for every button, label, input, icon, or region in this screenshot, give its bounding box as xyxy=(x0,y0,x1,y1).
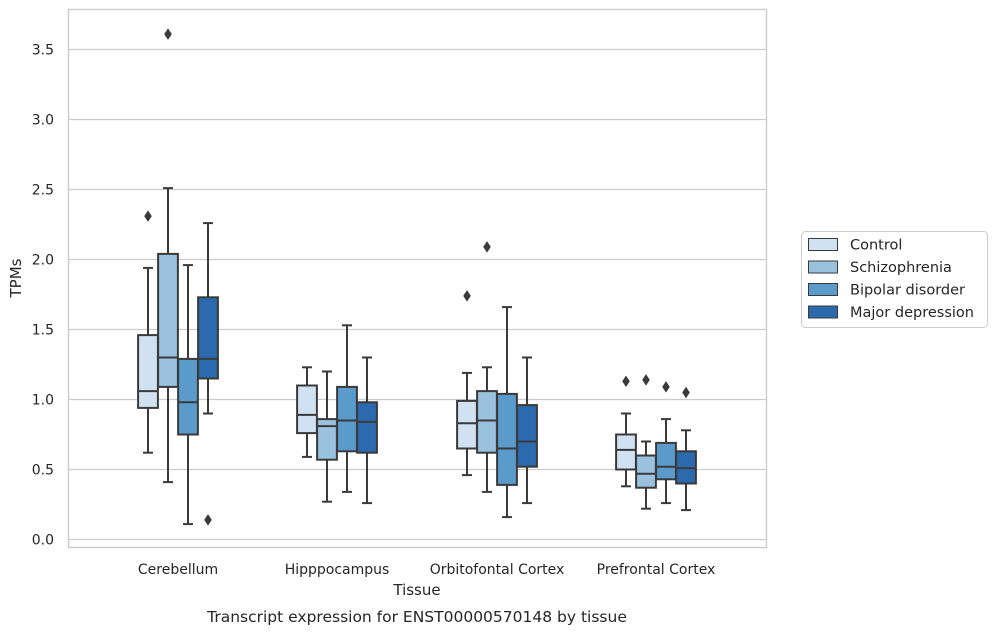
y-tick-label: 0.0 xyxy=(32,533,54,549)
outlier-marker xyxy=(483,241,491,253)
box-prefrontal-cortex xyxy=(615,375,637,488)
x-axis-ticks: Cerebellum Hipppocampus Orbitofontal Corte… xyxy=(138,562,715,578)
box-iqr xyxy=(476,390,498,454)
series-major-depression xyxy=(197,222,697,526)
x-tick-label: Prefrontal Cortex xyxy=(597,562,716,578)
box-iqr xyxy=(137,334,159,409)
y-tick-label: 2.5 xyxy=(32,183,54,199)
series-control xyxy=(137,210,637,488)
box-cerebellum xyxy=(177,264,199,526)
outlier-marker xyxy=(164,28,172,40)
box-hipppocampus xyxy=(316,370,338,503)
y-tick-label: 0.5 xyxy=(32,463,54,479)
y-axis-ticks: 0.0 0.5 1.0 1.5 2.0 2.5 3.0 3.5 xyxy=(32,43,54,549)
box-prefrontal-cortex xyxy=(675,386,697,512)
box-iqr xyxy=(157,252,179,388)
legend-label: Schizophrenia xyxy=(850,260,952,276)
legend-label: Bipolar disorder xyxy=(850,283,965,299)
outlier-marker xyxy=(682,386,690,399)
box-iqr xyxy=(635,454,657,489)
y-tick-label: 1.5 xyxy=(32,323,54,339)
legend-item-major-depression: Major depression xyxy=(808,305,974,321)
y-tick-label: 2.0 xyxy=(32,253,54,269)
box-iqr xyxy=(655,441,677,481)
legend-item-schizophrenia: Schizophrenia xyxy=(808,260,952,276)
box-iqr xyxy=(615,433,637,471)
figure-caption: Transcript expression for ENST0000057014… xyxy=(206,608,627,626)
legend-swatch xyxy=(808,305,838,319)
box-cerebellum xyxy=(157,28,179,484)
x-tick-label: Hipppocampus xyxy=(285,562,390,578)
legend-item-bipolar-disorder: Bipolar disorder xyxy=(808,283,965,299)
series-schizophrenia xyxy=(157,28,657,510)
plot-area-frame xyxy=(67,8,768,549)
legend-item-control: Control xyxy=(808,238,902,254)
box-iqr xyxy=(336,385,358,453)
y-tick-label: 3.5 xyxy=(32,43,54,59)
legend-label: Major depression xyxy=(850,305,974,321)
box-hipppocampus xyxy=(336,324,358,493)
legend-swatch xyxy=(808,260,838,274)
legend-swatch xyxy=(808,283,838,296)
outlier-marker xyxy=(144,210,152,222)
outlier-marker xyxy=(662,381,670,393)
y-tick-label: 1.0 xyxy=(32,393,54,409)
box-iqr xyxy=(177,357,199,436)
x-axis-title: Tissue xyxy=(392,581,440,599)
x-tick-label: Orbitofontal Cortex xyxy=(430,562,565,578)
box-orbitofontal-cortex xyxy=(496,306,518,519)
legend-swatch xyxy=(808,238,838,251)
box-cerebellum xyxy=(137,210,159,454)
legend-label: Control xyxy=(850,238,902,254)
box-iqr xyxy=(356,401,378,454)
box-iqr xyxy=(197,296,219,380)
outlier-marker xyxy=(204,514,212,526)
y-tick-label: 3.0 xyxy=(32,113,54,129)
box-iqr xyxy=(496,392,518,486)
box-orbitofontal-cortex xyxy=(516,356,538,505)
box-iqr xyxy=(296,384,318,435)
series-bipolar-disorder xyxy=(177,264,677,526)
box-hipppocampus xyxy=(296,366,318,458)
box-series xyxy=(137,28,697,526)
box-orbitofontal-cortex xyxy=(476,241,498,493)
box-orbitofontal-cortex xyxy=(456,290,478,477)
legend: Control Schizophrenia Bipolar disorder Majo… xyxy=(801,231,988,328)
box-prefrontal-cortex xyxy=(635,374,657,510)
box-hipppocampus xyxy=(356,356,378,505)
x-tick-label: Cerebellum xyxy=(138,562,218,578)
outlier-marker xyxy=(642,374,650,386)
y-axis-title: TPMs xyxy=(7,258,25,298)
box-iqr xyxy=(516,404,538,468)
box-iqr xyxy=(456,399,478,450)
legend-frame xyxy=(801,231,988,328)
outlier-marker xyxy=(463,290,471,302)
box-cerebellum xyxy=(197,222,219,526)
outlier-marker xyxy=(622,375,630,388)
